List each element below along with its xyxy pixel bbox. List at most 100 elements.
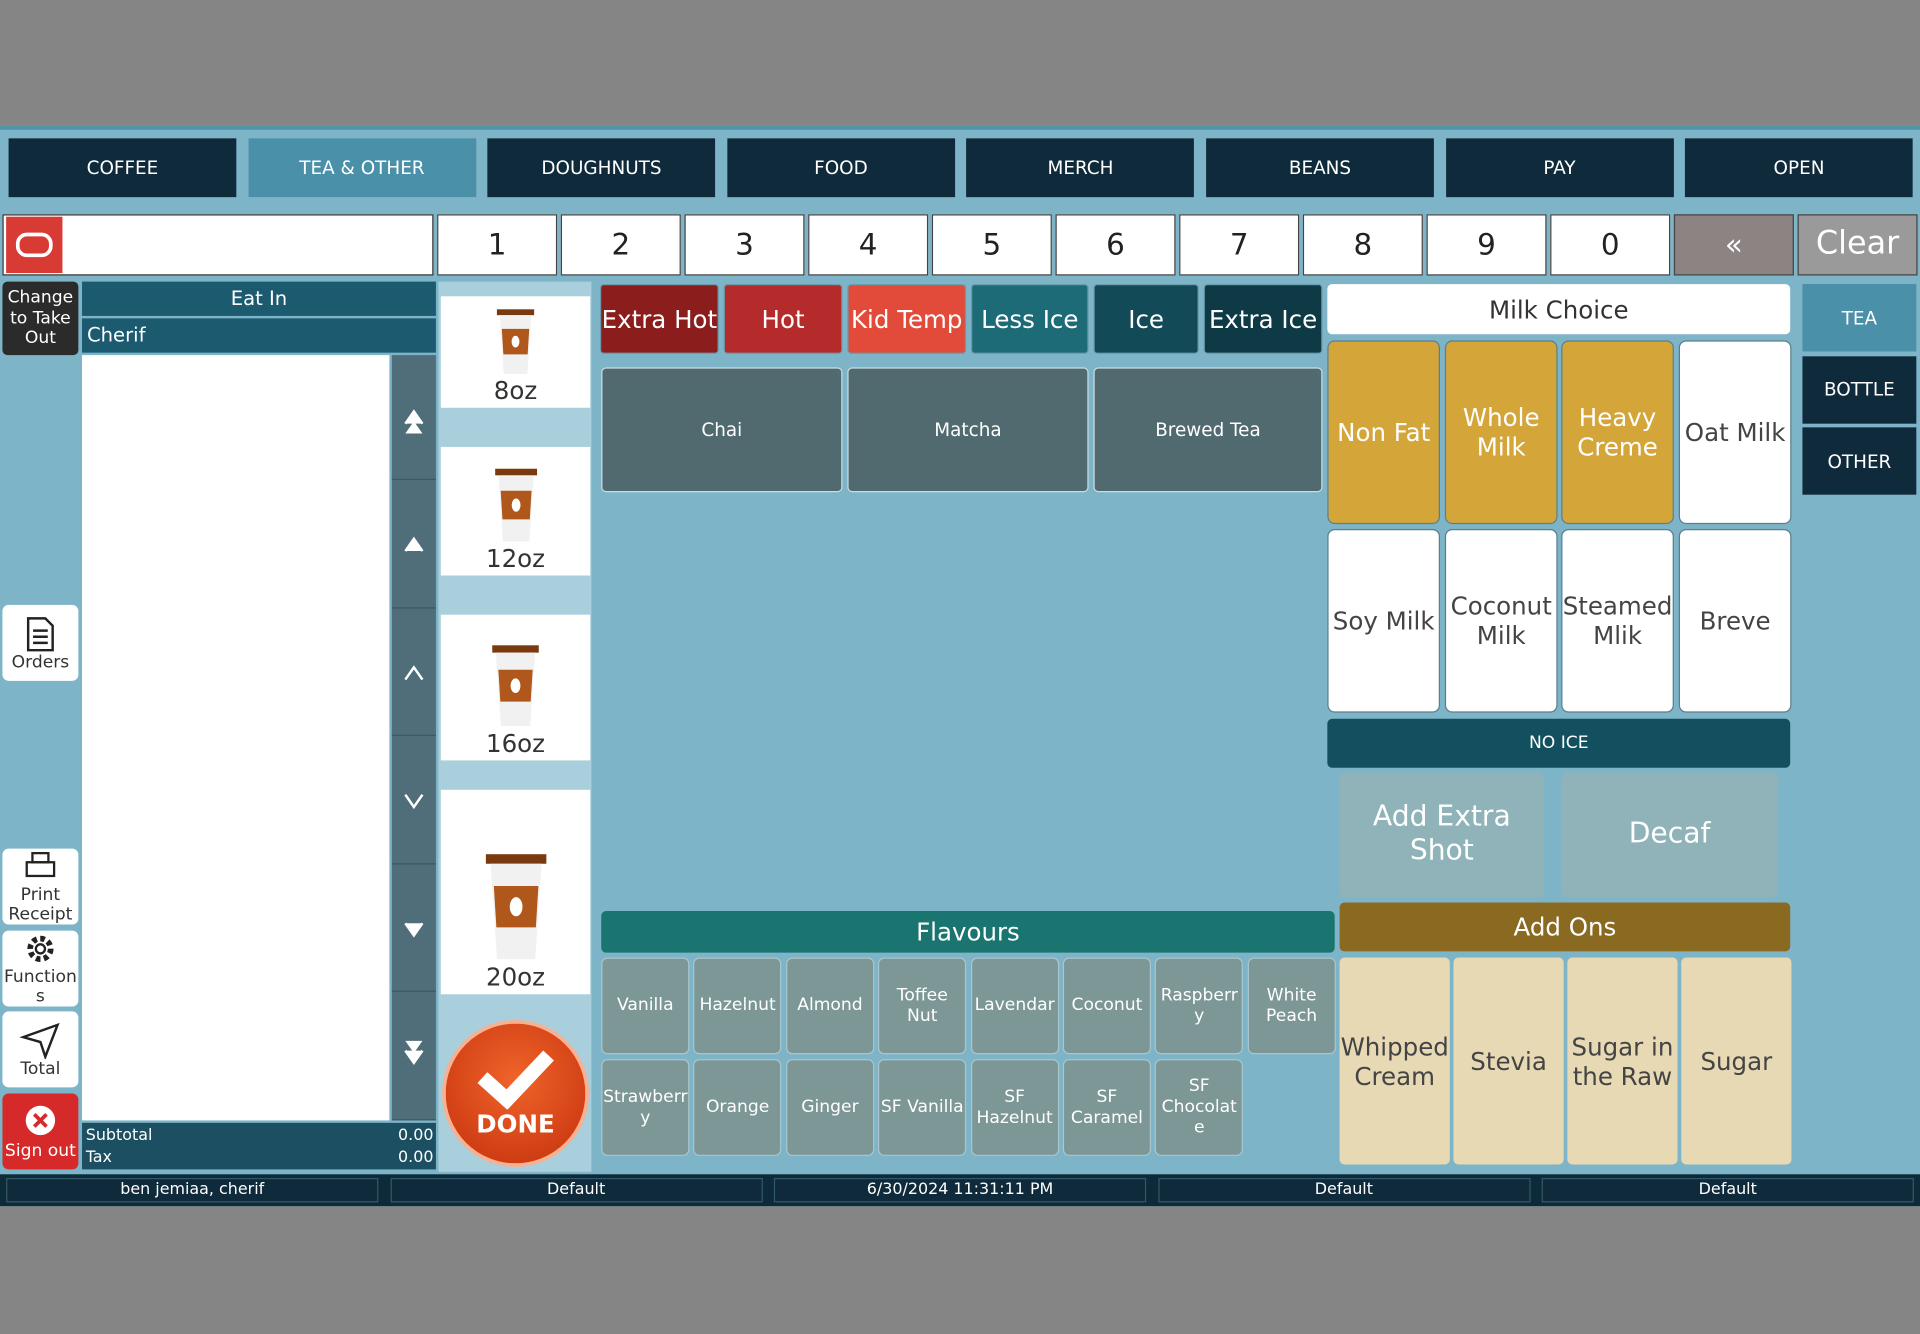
keypad-key[interactable]: 9: [1426, 214, 1547, 276]
flavour-button[interactable]: Raspberry: [1155, 957, 1244, 1055]
milk-button[interactable]: Heavy Creme: [1561, 340, 1674, 525]
cup-icon: [485, 854, 546, 960]
milk-button[interactable]: Breve: [1678, 528, 1792, 713]
flavour-button[interactable]: Toffee Nut: [878, 957, 967, 1055]
side-icon: [27, 935, 54, 962]
extra-button[interactable]: Decaf: [1561, 772, 1778, 898]
keypad-key[interactable]: 7: [1179, 214, 1300, 276]
take-out-button[interactable]: Change to Take Out: [2, 281, 79, 356]
temperature-button[interactable]: Extra Hot: [600, 284, 719, 354]
dine-option[interactable]: Eat In: [82, 281, 436, 316]
milk-button[interactable]: Non Fat: [1327, 340, 1441, 525]
flavour-button[interactable]: SF Hazelnut: [970, 1059, 1059, 1156]
side-button[interactable]: Total: [2, 1011, 79, 1088]
category-tab[interactable]: FOOD: [727, 138, 955, 198]
milk-button[interactable]: Whole Milk: [1444, 340, 1558, 525]
section-header: Flavours: [601, 911, 1335, 953]
flavour-button[interactable]: SF Caramel: [1062, 1059, 1152, 1156]
category-tab[interactable]: BEANS: [1206, 138, 1434, 198]
keypad-key[interactable]: 8: [1302, 214, 1423, 276]
keypad-key[interactable]: 6: [1055, 214, 1176, 276]
flavour-button[interactable]: SF Chocolate: [1155, 1059, 1244, 1156]
category-tab[interactable]: MERCH: [966, 138, 1195, 198]
menu-item[interactable]: Brewed Tea: [1093, 367, 1323, 493]
side-button-label: Orders: [11, 652, 70, 673]
temperature-button[interactable]: Ice: [1093, 284, 1199, 354]
side-button[interactable]: Print Receipt: [2, 848, 79, 925]
total-label: Subtotal: [85, 1126, 153, 1146]
flavour-button[interactable]: Vanilla: [601, 957, 690, 1055]
side-icon: [26, 617, 54, 652]
scroll-button[interactable]: [391, 611, 436, 736]
side-button[interactable]: Functions: [2, 930, 79, 1007]
side-icon: [19, 1022, 60, 1060]
category-tab[interactable]: PAY: [1445, 138, 1674, 198]
scroll-button[interactable]: [391, 483, 436, 608]
status-field: ben jemiaa, cherif: [6, 1177, 379, 1203]
flavour-button[interactable]: Ginger: [785, 1059, 875, 1156]
keypad-key[interactable]: 1: [437, 214, 558, 276]
check-icon: [477, 1050, 554, 1110]
category-tab[interactable]: TEA & OTHER: [248, 138, 476, 198]
size-label: 8oz: [493, 375, 538, 406]
temperature-button[interactable]: Less Ice: [971, 284, 1089, 354]
no-ice-button[interactable]: NO ICE: [1327, 718, 1791, 768]
subcategory-tab[interactable]: TEA: [1802, 284, 1917, 352]
size-button[interactable]: 8oz: [440, 296, 591, 408]
flavour-button[interactable]: Orange: [693, 1059, 782, 1156]
flavour-button[interactable]: SF Vanilla: [878, 1059, 967, 1156]
subcategory-tab[interactable]: OTHER: [1802, 427, 1917, 495]
category-tab[interactable]: COFFEE: [8, 138, 237, 198]
side-button[interactable]: Orders: [2, 604, 79, 681]
keypad-key[interactable]: 2: [560, 214, 681, 276]
temperature-button[interactable]: Extra Ice: [1203, 284, 1323, 354]
cup-icon: [496, 309, 535, 374]
flavour-button[interactable]: Almond: [785, 957, 875, 1055]
size-button[interactable]: 20oz: [440, 789, 591, 995]
milk-button[interactable]: Steamed Mlik: [1561, 528, 1674, 713]
flavour-button[interactable]: White Peach: [1247, 957, 1336, 1055]
keypad-key[interactable]: 0: [1550, 214, 1671, 276]
customer-name[interactable]: Cherif: [82, 318, 436, 353]
scroll-column: [391, 355, 436, 1121]
done-button[interactable]: DONE: [442, 1020, 589, 1167]
status-field: Default: [390, 1177, 763, 1203]
addon-button[interactable]: Whipped Cream: [1339, 957, 1450, 1165]
milk-button[interactable]: Coconut Milk: [1444, 528, 1558, 713]
totals-bar: [82, 1122, 436, 1170]
size-button[interactable]: 12oz: [440, 446, 591, 576]
milk-button[interactable]: Soy Milk: [1327, 528, 1441, 713]
category-tab[interactable]: DOUGHNUTS: [487, 138, 716, 198]
menu-item[interactable]: Matcha: [847, 367, 1089, 493]
input-box[interactable]: [2, 214, 434, 276]
scroll-button[interactable]: [391, 867, 436, 992]
temperature-button[interactable]: Hot: [723, 284, 843, 354]
scroll-button[interactable]: [391, 995, 436, 1120]
keypad-key[interactable]: 4: [808, 214, 929, 276]
keypad-action[interactable]: «: [1673, 214, 1794, 276]
milk-button[interactable]: Oat Milk: [1678, 340, 1792, 525]
flavour-button[interactable]: Strawberry: [601, 1059, 690, 1156]
keypad-key[interactable]: 5: [931, 214, 1052, 276]
flavour-button[interactable]: Hazelnut: [693, 957, 782, 1055]
keypad-key[interactable]: 3: [684, 214, 805, 276]
total-label: Tax: [85, 1148, 112, 1168]
status-field: Default: [1157, 1177, 1531, 1203]
addon-button[interactable]: Sugar in the Raw: [1567, 957, 1678, 1165]
addon-button[interactable]: Stevia: [1453, 957, 1564, 1165]
flavour-button[interactable]: Lavendar: [970, 957, 1059, 1055]
flavour-button[interactable]: Coconut: [1062, 957, 1152, 1055]
side-button[interactable]: Sign out: [2, 1093, 79, 1170]
size-button[interactable]: 16oz: [440, 614, 591, 761]
scroll-button[interactable]: [391, 739, 436, 864]
extra-button[interactable]: Add Extra Shot: [1339, 772, 1545, 898]
keypad-action[interactable]: Clear: [1797, 214, 1918, 276]
subcategory-tab[interactable]: BOTTLE: [1802, 355, 1917, 424]
scroll-button[interactable]: [391, 355, 436, 481]
category-tab[interactable]: OPEN: [1685, 138, 1913, 198]
cup-icon: [494, 468, 537, 542]
menu-item[interactable]: Chai: [601, 367, 843, 493]
temperature-button[interactable]: Kid Temp: [847, 284, 967, 354]
addon-button[interactable]: Sugar: [1681, 957, 1792, 1165]
